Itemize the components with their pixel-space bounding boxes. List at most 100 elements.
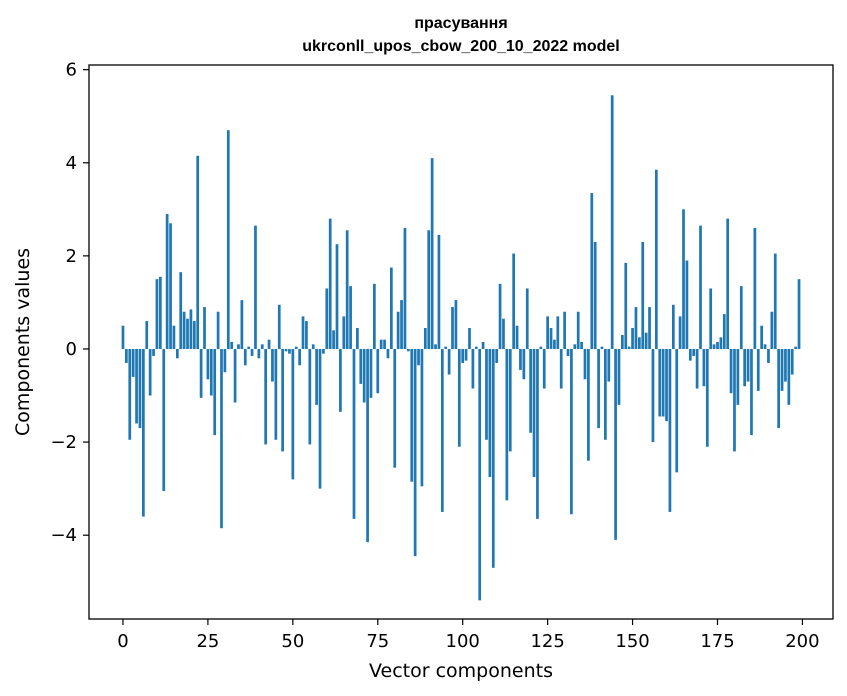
- bar-60: [325, 288, 329, 349]
- bar-39: [254, 225, 257, 349]
- bar-172: [705, 348, 709, 447]
- bar-99: [457, 348, 461, 447]
- chart-title-line-2: ukrconll_upos_cbow_200_10_2022 model: [302, 38, 619, 55]
- bar-3: [131, 348, 135, 377]
- bar-105: [478, 348, 482, 601]
- bar-167: [688, 348, 692, 361]
- bar-6: [142, 348, 145, 517]
- bar-59: [322, 348, 325, 354]
- bar-126: [549, 328, 553, 349]
- bar-129: [559, 348, 563, 389]
- bar-128: [556, 316, 560, 349]
- bar-191: [770, 311, 774, 349]
- bar-54: [305, 321, 308, 349]
- y-axis-label: Components values: [12, 248, 34, 436]
- x-axis-label: Vector components: [369, 660, 553, 682]
- bar-12: [162, 348, 166, 491]
- bar-35: [240, 300, 244, 349]
- bar-153: [641, 241, 645, 349]
- bar-109: [491, 348, 495, 568]
- bar-164: [678, 316, 682, 349]
- bar-139: [593, 241, 597, 349]
- bar-142: [604, 348, 607, 440]
- bar-170: [699, 225, 702, 349]
- bar-57: [315, 348, 318, 405]
- bar-151: [634, 307, 638, 349]
- bar-10: [155, 279, 159, 349]
- bar-65: [342, 316, 346, 349]
- bar-103: [471, 348, 475, 389]
- bar-157: [654, 169, 658, 349]
- bar-96: [447, 348, 451, 375]
- bar-19: [186, 318, 189, 349]
- bar-64: [339, 348, 342, 412]
- bar-159: [661, 348, 665, 417]
- bar-14: [169, 223, 172, 349]
- bar-117: [519, 348, 522, 370]
- bar-185: [750, 348, 753, 436]
- bar-11: [158, 276, 162, 349]
- bar-116: [515, 325, 519, 349]
- bar-85: [410, 348, 414, 482]
- bar-140: [597, 348, 600, 429]
- y-tick-label-4: −2: [50, 432, 77, 453]
- bar-127: [553, 339, 556, 349]
- bar-5: [138, 348, 142, 429]
- bar-30: [223, 348, 227, 373]
- bar-97: [451, 307, 454, 349]
- bar-100: [461, 348, 465, 363]
- y-tick-label-3: 0: [66, 339, 77, 360]
- bar-88: [420, 348, 424, 487]
- bar-8: [148, 348, 152, 396]
- bar-183: [743, 348, 747, 387]
- bar-198: [794, 346, 797, 349]
- bar-9: [152, 348, 155, 356]
- bar-181: [736, 348, 740, 405]
- bar-56: [311, 344, 315, 349]
- bar-190: [767, 348, 770, 363]
- bar-186: [753, 227, 757, 349]
- bar-118: [522, 348, 526, 380]
- bar-107: [485, 348, 488, 440]
- bar-166: [685, 260, 689, 349]
- bar-115: [512, 253, 516, 349]
- bar-63: [335, 244, 339, 349]
- bar-189: [763, 344, 767, 349]
- bar-177: [722, 314, 726, 349]
- bar-119: [525, 288, 529, 349]
- bar-50: [291, 348, 295, 480]
- bar-70: [359, 348, 363, 384]
- bar-145: [614, 348, 617, 540]
- bar-68: [352, 348, 356, 519]
- bar-47: [281, 348, 284, 452]
- bar-178: [726, 218, 730, 349]
- bar-77: [383, 339, 386, 349]
- bar-20: [189, 309, 193, 349]
- bar-52: [298, 348, 301, 366]
- bar-196: [787, 348, 791, 405]
- bar-150: [631, 328, 634, 349]
- bar-62: [332, 330, 335, 349]
- bar-188: [760, 325, 764, 349]
- bar-173: [709, 288, 713, 349]
- bar-16: [175, 348, 179, 359]
- bar-147: [621, 335, 624, 349]
- bar-130: [563, 311, 566, 349]
- bar-69: [356, 328, 359, 349]
- bar-22: [196, 155, 200, 349]
- bar-187: [756, 348, 760, 391]
- bar-131: [566, 348, 570, 356]
- x-tick-label-3: 75: [366, 631, 389, 652]
- bar-89: [423, 328, 427, 349]
- bar-135: [580, 342, 583, 349]
- bar-112: [502, 318, 505, 349]
- bar-78: [386, 348, 390, 359]
- x-tick-label-0: 0: [117, 631, 128, 652]
- bar-95: [444, 346, 448, 349]
- bar-61: [328, 218, 332, 349]
- bar-79: [390, 267, 393, 349]
- bar-81: [396, 311, 400, 349]
- bar-7: [145, 321, 149, 349]
